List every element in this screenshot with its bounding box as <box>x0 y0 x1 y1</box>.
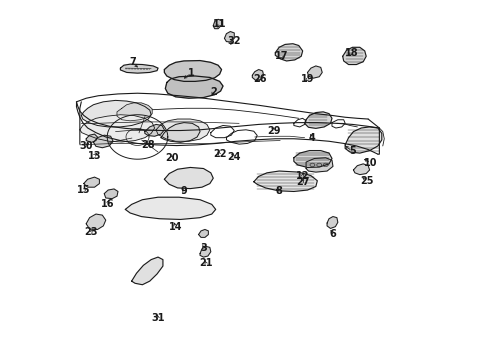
Text: 4: 4 <box>309 133 316 143</box>
Text: 13: 13 <box>88 150 101 161</box>
Text: 10: 10 <box>364 158 378 168</box>
Polygon shape <box>161 123 200 142</box>
Text: 16: 16 <box>100 199 114 210</box>
Text: 11: 11 <box>213 19 226 29</box>
Polygon shape <box>213 19 221 29</box>
Text: 19: 19 <box>301 74 314 84</box>
Polygon shape <box>327 217 338 228</box>
Polygon shape <box>305 112 332 129</box>
Polygon shape <box>156 119 210 141</box>
Text: 15: 15 <box>77 185 91 195</box>
Polygon shape <box>104 189 118 199</box>
Text: 14: 14 <box>169 222 182 232</box>
Polygon shape <box>345 127 382 153</box>
Text: 26: 26 <box>253 74 267 84</box>
Polygon shape <box>254 171 318 192</box>
Text: 27: 27 <box>296 177 309 187</box>
Text: 5: 5 <box>349 146 356 156</box>
Polygon shape <box>81 100 151 127</box>
Polygon shape <box>198 229 208 237</box>
Polygon shape <box>132 257 163 285</box>
Text: 17: 17 <box>275 51 289 61</box>
Polygon shape <box>117 103 152 121</box>
Polygon shape <box>84 177 99 187</box>
Polygon shape <box>224 32 234 42</box>
Polygon shape <box>86 134 98 142</box>
Text: 2: 2 <box>210 87 217 97</box>
Text: 6: 6 <box>330 229 336 239</box>
Text: 7: 7 <box>129 57 136 67</box>
Polygon shape <box>353 164 369 175</box>
Text: 29: 29 <box>268 126 281 135</box>
Polygon shape <box>164 167 213 189</box>
Text: 31: 31 <box>151 313 165 323</box>
Text: 30: 30 <box>79 141 93 151</box>
Text: 24: 24 <box>227 152 241 162</box>
Text: 22: 22 <box>213 149 226 159</box>
Polygon shape <box>343 47 366 64</box>
Text: 18: 18 <box>344 48 358 58</box>
Text: 25: 25 <box>361 176 374 186</box>
Text: 3: 3 <box>200 243 207 253</box>
Text: 12: 12 <box>296 171 309 181</box>
Text: 1: 1 <box>188 68 195 78</box>
Polygon shape <box>86 214 106 229</box>
Text: 23: 23 <box>84 227 98 237</box>
Polygon shape <box>164 60 221 81</box>
Polygon shape <box>252 69 264 80</box>
Text: 21: 21 <box>199 258 213 268</box>
Text: 28: 28 <box>142 140 155 150</box>
Polygon shape <box>80 115 155 142</box>
Polygon shape <box>121 64 158 73</box>
Text: 32: 32 <box>227 36 241 46</box>
Polygon shape <box>308 66 322 78</box>
Polygon shape <box>145 125 164 136</box>
Polygon shape <box>275 44 303 61</box>
Polygon shape <box>294 150 332 167</box>
Polygon shape <box>306 158 333 172</box>
Polygon shape <box>94 135 113 148</box>
Polygon shape <box>125 197 216 220</box>
Polygon shape <box>200 246 211 257</box>
Text: 8: 8 <box>276 186 283 197</box>
Text: 20: 20 <box>165 153 178 163</box>
Polygon shape <box>165 76 223 98</box>
Text: 9: 9 <box>180 186 187 197</box>
